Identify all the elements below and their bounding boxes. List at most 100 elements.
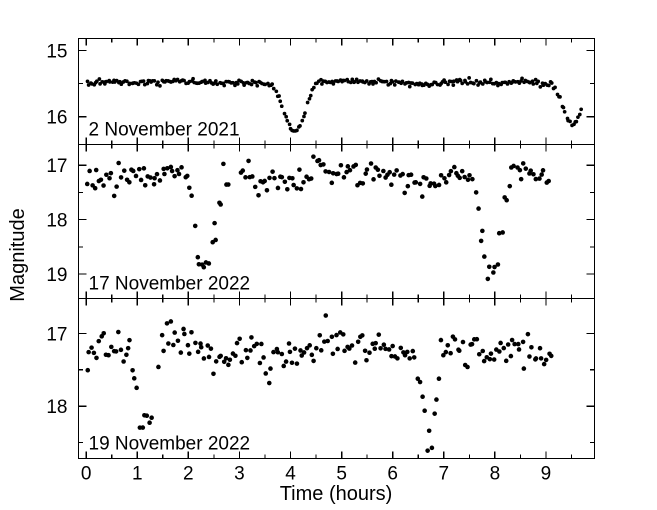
- data-point: [538, 356, 544, 361]
- data-point: [520, 76, 524, 81]
- panels-group: [84, 76, 584, 453]
- data-point: [187, 351, 192, 356]
- data-point: [198, 344, 204, 350]
- data-point: [400, 171, 405, 177]
- data-point: [531, 171, 536, 177]
- data-point: [234, 340, 240, 346]
- data-point: [429, 445, 435, 451]
- data-point: [257, 360, 263, 366]
- data-point: [282, 179, 288, 185]
- data-point: [101, 183, 106, 188]
- data-point: [161, 166, 166, 172]
- data-point: [352, 360, 358, 365]
- data-point: [85, 79, 90, 84]
- data-point: [222, 83, 227, 88]
- data-point: [341, 175, 347, 180]
- data-point: [338, 162, 344, 168]
- data-point: [377, 173, 382, 179]
- data-point: [432, 411, 437, 416]
- data-point: [326, 169, 332, 175]
- data-point: [311, 358, 316, 364]
- data-point: [323, 169, 328, 174]
- data-point: [107, 175, 112, 181]
- data-point: [87, 168, 92, 174]
- data-point: [456, 348, 462, 354]
- data-point: [574, 119, 579, 124]
- data-point: [246, 158, 251, 164]
- data-point: [201, 264, 207, 270]
- data-point: [182, 78, 186, 83]
- data-point: [316, 157, 322, 163]
- data-point: [436, 376, 442, 381]
- data-point: [195, 254, 201, 260]
- data-point: [457, 175, 462, 181]
- data-point: [349, 343, 355, 348]
- data-point: [195, 349, 201, 355]
- data-point: [156, 364, 161, 370]
- data-point: [480, 228, 485, 234]
- data-point: [348, 80, 353, 85]
- data-point: [308, 93, 313, 98]
- data-point: [184, 173, 190, 179]
- data-point: [546, 83, 551, 88]
- x-tick-label: 4: [285, 464, 296, 485]
- x-tick-label: 8: [490, 464, 501, 485]
- data-point: [340, 332, 346, 337]
- data-point: [175, 338, 181, 344]
- data-point: [364, 167, 370, 172]
- data-point: [94, 355, 99, 361]
- data-point: [166, 341, 171, 346]
- data-point: [136, 166, 142, 172]
- data-point: [562, 109, 567, 114]
- data-point: [233, 353, 238, 359]
- data-point: [249, 82, 254, 87]
- data-point: [521, 366, 527, 371]
- data-point: [172, 330, 177, 335]
- data-point: [472, 81, 476, 86]
- data-point: [218, 353, 223, 359]
- data-point: [381, 342, 387, 348]
- data-point: [448, 168, 454, 174]
- data-point: [283, 359, 289, 364]
- data-point: [417, 379, 423, 385]
- data-point: [162, 171, 167, 177]
- data-point: [181, 326, 186, 332]
- data-point: [498, 340, 503, 346]
- data-point: [309, 352, 315, 358]
- x-axis-title: Time (hours): [280, 483, 393, 505]
- data-point: [215, 82, 220, 87]
- data-point: [176, 171, 182, 177]
- data-point: [256, 193, 261, 198]
- panel-3-y-tick-label: 18: [46, 397, 67, 418]
- data-point: [438, 173, 444, 178]
- data-point: [271, 349, 276, 355]
- data-point: [226, 362, 231, 368]
- data-point: [259, 341, 264, 347]
- data-point: [159, 332, 165, 338]
- data-point: [443, 180, 449, 185]
- data-point: [321, 162, 326, 167]
- data-point: [329, 180, 335, 186]
- data-point: [323, 313, 329, 318]
- data-point: [193, 340, 198, 346]
- data-point: [270, 169, 275, 174]
- data-point: [428, 181, 433, 186]
- data-point: [281, 363, 287, 369]
- data-point: [125, 79, 129, 84]
- data-point: [98, 177, 104, 183]
- panel-1-data: [85, 76, 584, 133]
- data-point: [267, 175, 272, 181]
- data-point: [527, 80, 532, 85]
- data-point: [279, 174, 285, 180]
- data-point: [533, 176, 539, 182]
- data-point: [568, 119, 572, 124]
- data-point: [364, 357, 369, 363]
- data-point: [353, 162, 359, 168]
- data-point: [85, 367, 91, 373]
- data-point: [474, 336, 480, 342]
- data-point: [268, 366, 273, 371]
- data-point: [124, 352, 129, 358]
- data-point: [330, 351, 336, 357]
- data-point: [384, 79, 389, 84]
